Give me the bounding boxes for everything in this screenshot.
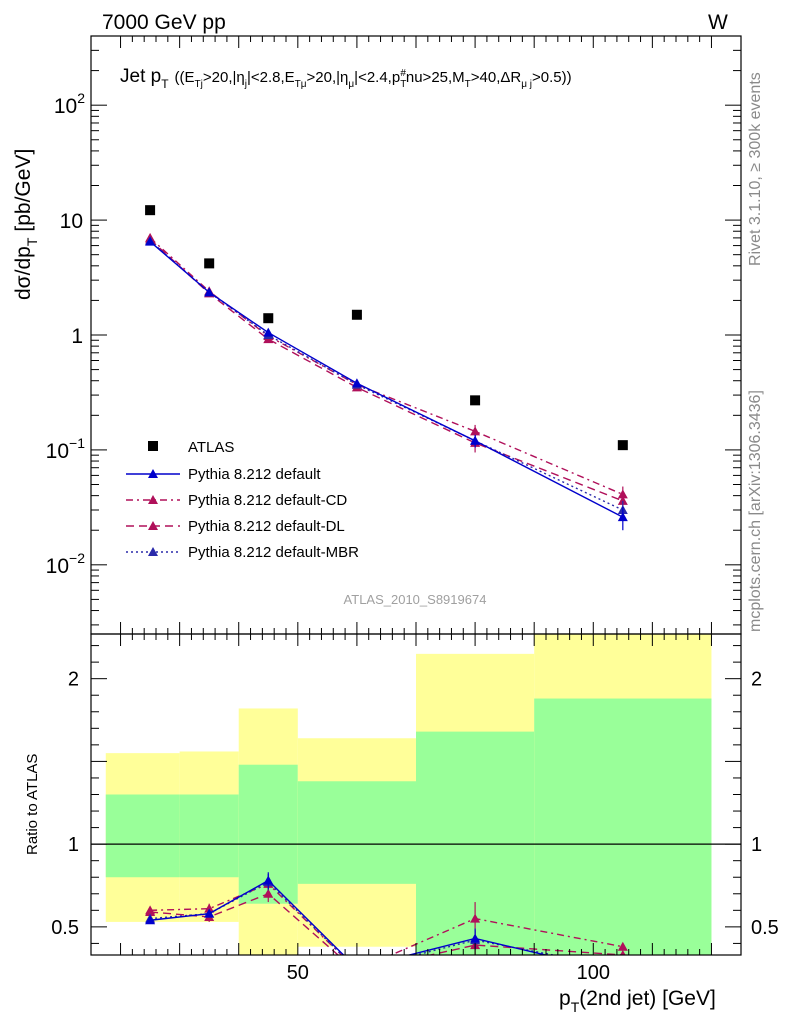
main-point-0-0	[145, 236, 156, 246]
ratio-band-inner-1	[179, 794, 239, 878]
legend-marker-0	[148, 469, 158, 478]
legend-label-atlas: ATLAS	[188, 439, 234, 456]
ratio-ytick-label-right-0: 0.5	[751, 917, 779, 939]
legend-label-3: Pythia 8.212 default-MBR	[188, 544, 359, 561]
ratio-band-inner-5	[534, 698, 712, 955]
data-point-3	[351, 309, 362, 320]
ratio-point-1-4	[470, 913, 481, 923]
main-line-1	[149, 237, 624, 496]
main-ytick-label-0: 102	[54, 90, 85, 118]
axis-ticks	[91, 35, 741, 955]
legend-marker-3	[148, 547, 158, 556]
mcplots-text: mcplots.cern.ch [arXiv:1306.3436]	[747, 390, 764, 632]
main-point-0-3	[351, 378, 362, 388]
header-right: W	[708, 11, 728, 34]
tick-labels: 102 10 1 10−1 10−2 0.5 0.5 1 1 2 2 50 100	[46, 90, 779, 984]
data-point-1	[204, 258, 215, 269]
main-ytick-label-3: 10−1	[46, 435, 86, 463]
main-point-0-4	[470, 435, 481, 445]
x-axis-label: pT(2nd jet) [GeV]	[559, 987, 716, 1015]
legend-label-1: Pythia 8.212 default-CD	[188, 492, 347, 509]
ratio-series	[145, 872, 628, 955]
main-point-0-1	[204, 287, 215, 297]
ratio-bands	[91, 634, 741, 955]
ratio-line-0	[150, 879, 549, 955]
main-line-0	[149, 241, 624, 518]
ratio-point-0-4	[470, 933, 481, 943]
ratio-point-2-0	[145, 906, 156, 916]
main-ytick-label-4: 10−2	[46, 550, 86, 578]
data-point-4	[470, 395, 481, 406]
analysis-id: ATLAS_2010_S8919674	[344, 592, 487, 607]
legend-marker-1	[148, 495, 158, 504]
ratio-point-1-1	[204, 903, 215, 913]
main-line-2	[149, 238, 624, 502]
ratio-ytick-label-right-2: 2	[751, 669, 762, 691]
ratio-ytick-label-left-1: 1	[68, 834, 79, 856]
ratio-point-2-2	[263, 888, 274, 898]
y-axis-label-ratio: Ratio to ATLAS	[24, 754, 41, 855]
ratio-ytick-label-left-0: 0.5	[51, 917, 79, 939]
y-axis-label-main: dσ/dpT[pb/GeV]	[12, 149, 40, 300]
ratio-point-0-0	[145, 915, 156, 925]
ratio-point-2-5	[620, 950, 626, 955]
data-points	[145, 205, 628, 451]
legend-marker-atlas	[148, 441, 158, 451]
data-point-2	[263, 313, 274, 324]
x-tick-label-0: 50	[287, 962, 309, 984]
main-ytick-label-2: 1	[71, 325, 83, 348]
x-tick-label-1: 100	[577, 962, 610, 984]
main-point-1-4	[470, 426, 481, 436]
legend-label-2: Pythia 8.212 default-DL	[188, 518, 345, 535]
main-ytick-label-1: 10	[60, 210, 83, 233]
ratio-band-inner-3	[297, 781, 416, 884]
data-point-0	[145, 205, 156, 216]
main-series	[145, 232, 628, 531]
header-left: 7000 GeV pp	[102, 11, 226, 34]
ratio-point-0-1	[204, 908, 215, 918]
main-point-0-5	[617, 512, 628, 522]
legend-label-0: Pythia 8.212 default	[188, 466, 321, 483]
main-point-0-2	[263, 327, 274, 337]
chart-title: Jet pT ((ETj>20,|ηj|<2.8,ETμ>20,|ημ|<2.4,…	[120, 66, 572, 91]
ratio-ytick-label-left-2: 2	[68, 669, 79, 691]
ratio-band-inner-0	[105, 794, 180, 878]
legend: ATLAS Pythia 8.212 default Pythia 8.212 d…	[126, 439, 359, 561]
ratio-point-1-5	[617, 941, 628, 951]
rivet-version-text: Rivet 3.1.10, ≥ 300k events	[747, 72, 764, 266]
legend-marker-2	[148, 521, 158, 530]
ratio-point-0-2	[263, 875, 274, 885]
ratio-ytick-label-right-1: 1	[751, 834, 762, 856]
main-point-2-5	[617, 495, 628, 505]
data-point-5	[617, 440, 628, 451]
